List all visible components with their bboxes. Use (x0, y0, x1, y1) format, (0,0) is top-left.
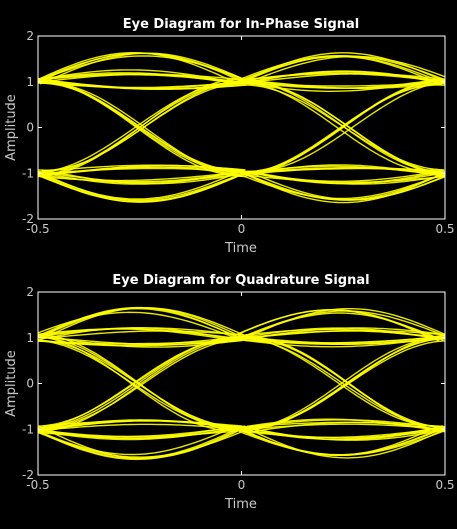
ticks: -0.5 0 0.5 -2 -1 0 1 2 (22, 285, 455, 492)
eye-trace (239, 72, 444, 82)
eye-trace (41, 82, 246, 172)
chart-title: Eye Diagram for Quadrature Signal (112, 273, 369, 288)
eye-trace (246, 427, 445, 459)
eye-trace (39, 171, 243, 182)
eye-trace (38, 170, 243, 185)
y-tick-label: 0 (26, 121, 34, 135)
eye-trace (40, 172, 245, 201)
eye-trace (38, 425, 237, 456)
plot-area (38, 52, 445, 204)
eye-trace (241, 84, 445, 176)
eye-trace (244, 336, 445, 433)
y-tick-label: -1 (22, 166, 34, 180)
eye-trace (43, 81, 247, 90)
axes-quadrature: Eye Diagram for Quadrature Signal -0.5 0 0… (4, 273, 455, 512)
eye-trace (243, 79, 445, 175)
eye-trace (245, 328, 445, 340)
eye-trace (242, 172, 445, 201)
eye-trace (38, 328, 239, 342)
eye-trace (38, 80, 238, 176)
eye-trace (38, 327, 239, 342)
trace-group (38, 306, 445, 461)
eye-trace (38, 311, 238, 340)
eye-trace (246, 174, 445, 183)
eye-trace (236, 80, 441, 174)
x-tick-label: 0.5 (435, 478, 454, 492)
eye-trace (38, 425, 236, 440)
eye-trace (38, 81, 236, 174)
eye-trace (38, 69, 242, 85)
eye-trace (42, 330, 246, 339)
axes-in-phase: Eye Diagram for In-Phase Signal -0.5 0 0.5… (4, 17, 455, 256)
x-tick-label: 0.5 (435, 222, 454, 236)
eye-trace (38, 79, 243, 171)
eye-trace (38, 337, 236, 427)
eye-trace (243, 165, 445, 177)
eye-trace (236, 426, 441, 440)
y-tick-label: 2 (26, 29, 34, 43)
eye-trace (38, 82, 241, 173)
x-tick-label: 0 (238, 222, 246, 236)
y-tick-label: 0 (26, 377, 34, 391)
eye-trace (244, 172, 445, 200)
eye-trace (38, 78, 242, 177)
x-tick-label: -0.5 (26, 478, 49, 492)
eye-trace (38, 335, 242, 429)
eye-trace (38, 72, 241, 85)
eye-trace (245, 335, 445, 344)
eye-trace (38, 337, 241, 432)
y-tick-label: -2 (22, 468, 34, 482)
ticks: -0.5 0 0.5 -2 -1 0 1 2 (22, 29, 455, 236)
y-tick-label: 1 (26, 331, 34, 345)
eye-trace (38, 73, 240, 84)
eye-trace (239, 335, 444, 428)
eye-trace (38, 339, 241, 345)
x-axis-label: Time (224, 497, 257, 512)
y-axis-label: Amplitude (4, 350, 19, 417)
eye-trace (238, 55, 443, 82)
eye-trace (38, 335, 236, 432)
eye-trace (38, 171, 242, 202)
eye-trace (246, 81, 445, 174)
eye-trace (235, 309, 440, 342)
eye-trace (238, 430, 443, 457)
eye-trace (237, 170, 442, 182)
trace-group (38, 52, 445, 204)
eye-trace (235, 167, 440, 176)
y-tick-label: 2 (26, 285, 34, 299)
eye-trace (242, 337, 445, 430)
x-tick-label: -0.5 (26, 222, 49, 236)
y-tick-label: -2 (22, 212, 34, 226)
y-tick-label: 1 (26, 75, 34, 89)
eye-trace (38, 166, 241, 178)
eye-trace (38, 431, 241, 458)
eye-trace (38, 80, 242, 172)
eye-trace (38, 307, 242, 342)
y-axis-label: Amplitude (4, 94, 19, 161)
x-tick-label: 0 (238, 478, 246, 492)
eye-trace (247, 81, 445, 173)
x-axis-label: Time (224, 241, 257, 256)
eye-trace (41, 55, 246, 81)
eye-trace (38, 52, 239, 85)
eye-trace (43, 338, 247, 429)
eye-trace (241, 338, 445, 431)
chart-title: Eye Diagram for In-Phase Signal (123, 17, 360, 32)
plot-area (38, 306, 445, 461)
y-tick-label: -1 (22, 422, 34, 436)
